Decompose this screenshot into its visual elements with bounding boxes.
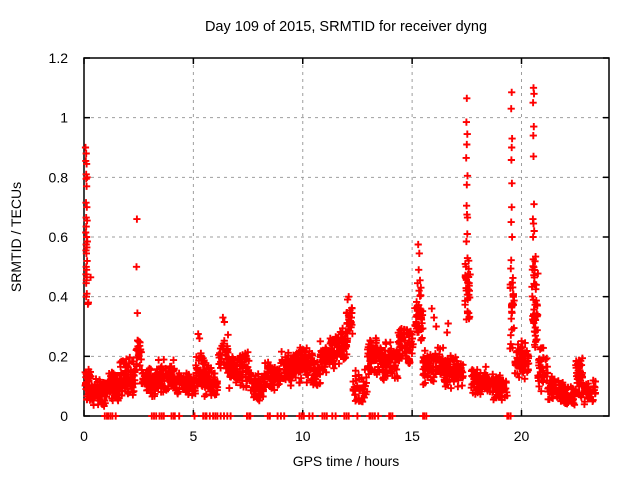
svg-text:1.2: 1.2 — [49, 50, 69, 66]
svg-text:5: 5 — [189, 428, 197, 444]
svg-text:15: 15 — [404, 428, 420, 444]
svg-text:0.2: 0.2 — [49, 348, 69, 364]
tick-labels: 0 5 10 15 20 0 0.2 0.4 0.6 0.8 1 1.2 — [49, 50, 530, 444]
svg-text:1: 1 — [60, 110, 68, 126]
svg-text:20: 20 — [514, 428, 530, 444]
data-points — [81, 84, 599, 420]
svg-text:0: 0 — [80, 428, 88, 444]
svg-text:0: 0 — [60, 408, 68, 424]
x-axis-label: GPS time / hours — [293, 453, 400, 469]
svg-text:0.6: 0.6 — [49, 229, 69, 245]
svg-text:10: 10 — [295, 428, 311, 444]
svg-text:0.8: 0.8 — [49, 169, 69, 185]
svg-text:0.4: 0.4 — [49, 289, 69, 305]
chart-title: Day 109 of 2015, SRMTID for receiver dyn… — [205, 19, 487, 35]
y-axis-label: SRMTID / TECUs — [8, 182, 24, 292]
